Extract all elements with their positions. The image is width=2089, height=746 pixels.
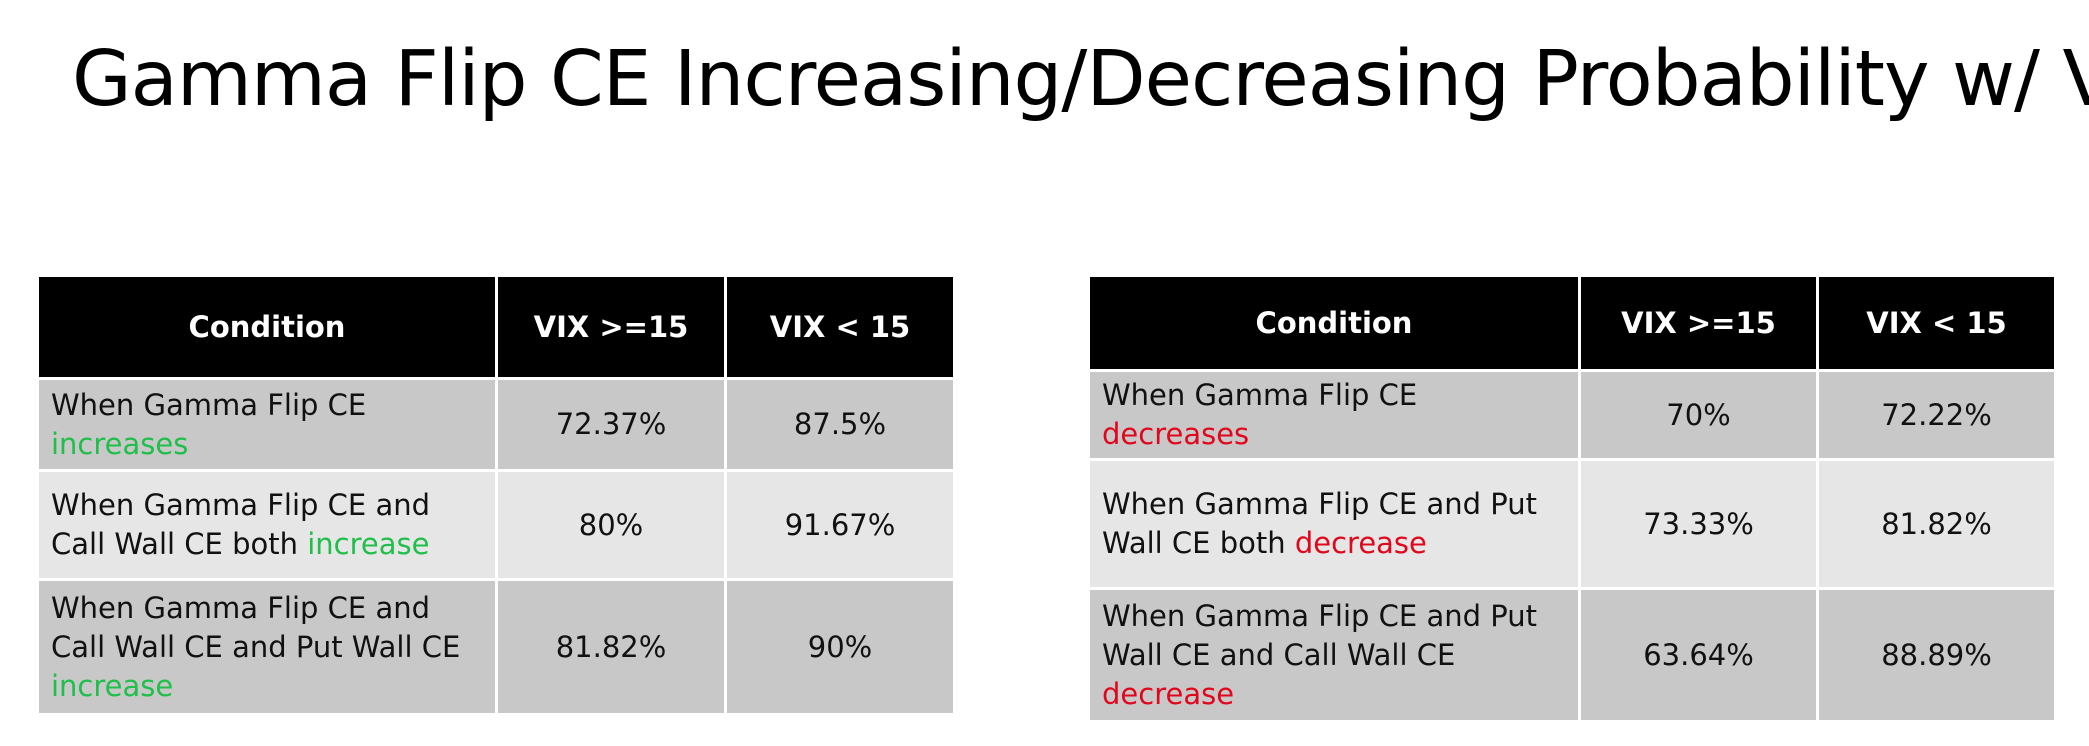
header-condition: Condition [1090, 277, 1578, 369]
vix-ge-15-value: 70% [1581, 372, 1816, 458]
table-row: When Gamma Flip CE and Put Wall CE both … [1090, 461, 2054, 587]
condition-text: When Gamma Flip CE and Call Wall CE both [51, 488, 430, 561]
condition-cell: When Gamma Flip CE and Put Wall CE and C… [1090, 590, 1578, 720]
vix-ge-15-value: 72.37% [498, 380, 724, 469]
vix-lt-15-value: 90% [727, 581, 953, 713]
condition-text: When Gamma Flip CE [51, 387, 367, 422]
table-row: When Gamma Flip CE and Put Wall CE and C… [1090, 590, 2054, 720]
vix-lt-15-value: 81.82% [1819, 461, 2054, 587]
vix-lt-15-value: 91.67% [727, 472, 953, 578]
condition-cell: When Gamma Flip CE increases [39, 380, 495, 469]
table-row: When Gamma Flip CE and Call Wall CE and … [39, 581, 953, 713]
condition-highlight-increase: increase [307, 527, 430, 561]
condition-highlight-decrease: decreases [1102, 417, 1250, 451]
vix-ge-15-value: 63.64% [1581, 590, 1816, 720]
vix-lt-15-value: 87.5% [727, 380, 953, 469]
condition-highlight-decrease: decrease [1294, 526, 1427, 560]
vix-ge-15-value: 73.33% [1581, 461, 1816, 587]
header-vix-ge-15: VIX >=15 [1581, 277, 1816, 369]
condition-cell: When Gamma Flip CE and Call Wall CE and … [39, 581, 495, 713]
condition-text: When Gamma Flip CE and Put Wall CE both [1102, 487, 1537, 560]
table-header-row: Condition VIX >=15 VIX < 15 [1090, 277, 2054, 369]
vix-ge-15-value: 80% [498, 472, 724, 578]
condition-cell: When Gamma Flip CE and Put Wall CE both … [1090, 461, 1578, 587]
condition-highlight-decrease: decrease [1102, 676, 1235, 711]
decrease-probability-table: Condition VIX >=15 VIX < 15 When Gamma F… [1087, 274, 2057, 723]
condition-text: When Gamma Flip CE and Put Wall CE and C… [1102, 598, 1537, 672]
vix-lt-15-value: 72.22% [1819, 372, 2054, 458]
condition-cell: When Gamma Flip CE decreases [1090, 372, 1578, 458]
slide-title: Gamma Flip CE Increasing/Decreasing Prob… [72, 35, 2089, 124]
table-row: When Gamma Flip CE and Call Wall CE both… [39, 472, 953, 578]
table-header-row: Condition VIX >=15 VIX < 15 [39, 277, 953, 377]
header-vix-ge-15: VIX >=15 [498, 277, 724, 377]
vix-ge-15-value: 81.82% [498, 581, 724, 713]
table-row: When Gamma Flip CE decreases 70% 72.22% [1090, 372, 2054, 458]
condition-cell: When Gamma Flip CE and Call Wall CE both… [39, 472, 495, 578]
condition-highlight-increase: increase [51, 668, 174, 703]
condition-text: When Gamma Flip CE and Call Wall CE and … [51, 590, 461, 664]
header-condition: Condition [39, 277, 495, 377]
condition-highlight-increase: increases [51, 426, 189, 461]
increase-probability-table: Condition VIX >=15 VIX < 15 When Gamma F… [36, 274, 956, 716]
header-vix-lt-15: VIX < 15 [727, 277, 953, 377]
table-row: When Gamma Flip CE increases 72.37% 87.5% [39, 380, 953, 469]
header-vix-lt-15: VIX < 15 [1819, 277, 2054, 369]
condition-text: When Gamma Flip CE [1102, 378, 1418, 412]
vix-lt-15-value: 88.89% [1819, 590, 2054, 720]
